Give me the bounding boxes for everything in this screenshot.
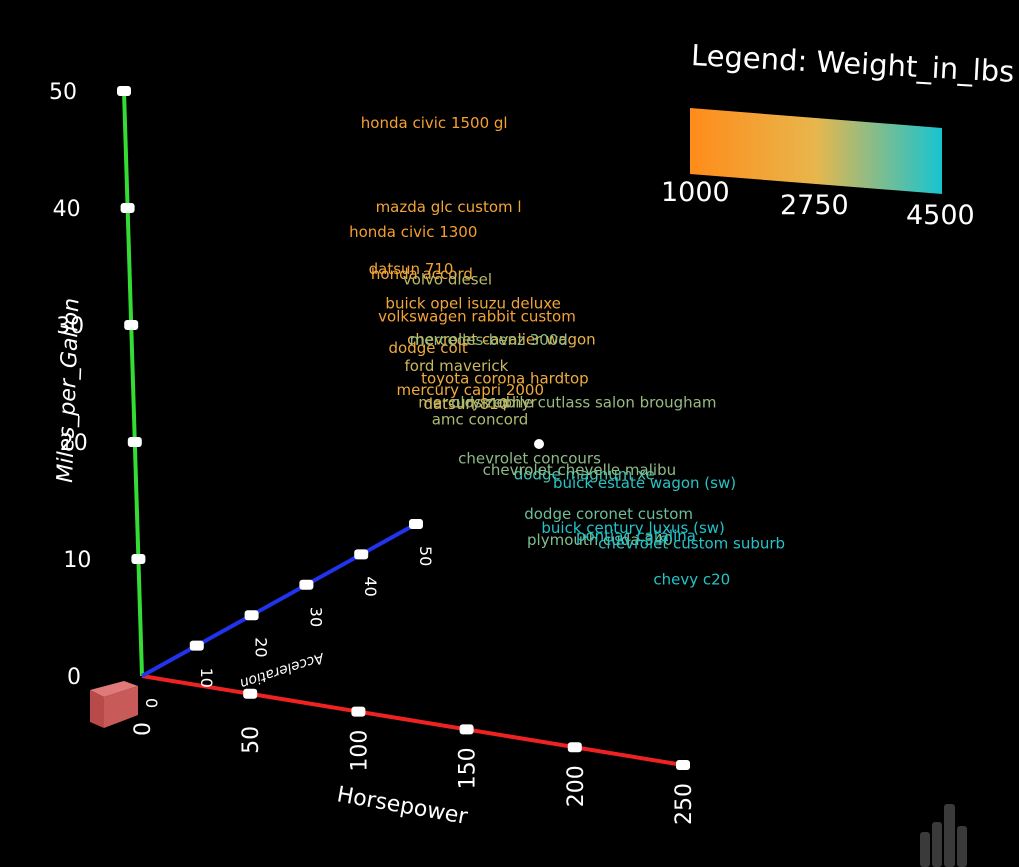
data-point-label: chevrolet cavalier wagon — [407, 331, 596, 349]
z-axis-tick-label-0: 0 — [142, 698, 161, 708]
z-axis-tick-10 — [189, 640, 204, 651]
data-point-label: ford maverick — [405, 357, 509, 375]
data-point-label: plymouth cuda 340 — [527, 531, 673, 549]
data-point-label: chevrolet chevelle malibu — [483, 461, 677, 479]
z-axis-title: Acceleration — [238, 649, 327, 691]
axis-ticks — [117, 86, 690, 770]
data-point-label: toyota corona hardtop — [421, 369, 589, 387]
data-point-label: mercury zephyr — [418, 394, 537, 412]
cursor-marker — [534, 439, 544, 449]
x-axis-tick-label-0: 0 — [131, 722, 156, 736]
data-point-label: buick estate wagon (sw) — [553, 474, 736, 492]
data-point-label: datsun 810 — [423, 395, 508, 413]
y-axis-tick-label-10: 10 — [63, 548, 91, 573]
y-axis-tick-label-50: 50 — [49, 80, 77, 105]
y-axis-tick-20 — [127, 437, 142, 447]
origin-cube — [90, 681, 138, 728]
x-axis-tick-250 — [676, 760, 690, 770]
data-point-label: pontiac catalina — [576, 527, 696, 545]
z-axis-tick-label-40: 40 — [361, 576, 380, 596]
x-axis-line — [141, 674, 684, 767]
data-point-label: oldsmobile cutlass salon brougham — [451, 394, 716, 412]
y-axis-tick-10 — [131, 554, 146, 564]
x-axis-tick-50 — [243, 688, 258, 699]
x-axis-tick-label-100: 100 — [347, 730, 372, 772]
y-axis-tick-40 — [120, 203, 135, 213]
z-axis-tick-label-20: 20 — [252, 637, 271, 657]
data-point-label: volvo diesel — [403, 270, 492, 288]
legend-tick-high: 4500 — [906, 200, 975, 231]
y-axis-tick-label-40: 40 — [53, 197, 81, 222]
data-point-label: mercury capri 2000 — [397, 381, 544, 399]
legend-tick-low: 1000 — [661, 177, 730, 208]
data-point-label: chevrolet concours — [458, 450, 601, 468]
data-point-label: buick century luxus (sw) — [541, 519, 725, 537]
y-axis-tick-50 — [117, 86, 131, 96]
z-axis-tick-label-50: 50 — [416, 546, 435, 566]
legend-color-bar — [690, 108, 942, 194]
data-point-label: volkswagen rabbit custom — [378, 307, 576, 325]
z-axis-tick-20 — [244, 610, 259, 621]
data-point-label: buick opel isuzu deluxe — [385, 294, 560, 312]
y-axis-tick-label-20: 20 — [60, 431, 88, 456]
data-point-label: chevy c20 — [653, 571, 730, 589]
z-axis-tick-30 — [299, 579, 314, 590]
x-axis-tick-label-200: 200 — [564, 765, 589, 807]
data-point-label: chevrolet custom suburb — [598, 534, 785, 552]
data-point-label: dodge coronet custom — [524, 505, 693, 523]
data-point-label: dodge magnum xe — [514, 465, 655, 483]
z-axis-tick-label-30: 30 — [306, 607, 325, 627]
x-axis-tick-label-50: 50 — [239, 726, 264, 754]
x-axis-tick-150 — [459, 724, 474, 735]
data-point-label: mercedes-benz 300d — [410, 331, 568, 349]
data-point-label: amc concord — [432, 411, 529, 429]
x-axis-tick-label-150: 150 — [456, 747, 481, 789]
data-point-label: honda accord — [371, 265, 473, 283]
data-points: honda civic 1500 gl mazda glc custom l hon… — [349, 114, 785, 588]
z-axis-tick-40 — [354, 549, 369, 560]
data-point-label: honda civic 1500 gl — [361, 114, 508, 132]
axis-tick-labels: 0 10 20 30 40 50 0 50 100 150 200 250 0 10 20 30 40 50 — [49, 80, 697, 825]
data-point-label: dodge colt — [389, 339, 468, 357]
z-axis-tick-label-10: 10 — [197, 668, 216, 688]
z-axis-line — [141, 522, 417, 678]
hand-pointer-icon[interactable] — [918, 802, 968, 867]
y-axis-tick-30 — [124, 320, 139, 330]
data-point-label: mazda glc custom l — [376, 198, 522, 216]
x-axis-title: Horsepower — [335, 782, 470, 830]
y-axis-line — [122, 90, 144, 677]
y-axis-tick-label-0: 0 — [67, 665, 81, 690]
x-axis-tick-200 — [567, 742, 582, 753]
y-axis-tick-label-30: 30 — [56, 314, 84, 339]
data-point-label: datsun 710 — [369, 260, 454, 278]
x-axis-tick-label-250: 250 — [672, 783, 697, 825]
z-axis-tick-50 — [409, 519, 423, 529]
data-point-label: honda civic 1300 — [349, 223, 477, 241]
legend-tick-mid: 2750 — [780, 190, 849, 221]
x-axis-tick-100 — [351, 706, 366, 717]
